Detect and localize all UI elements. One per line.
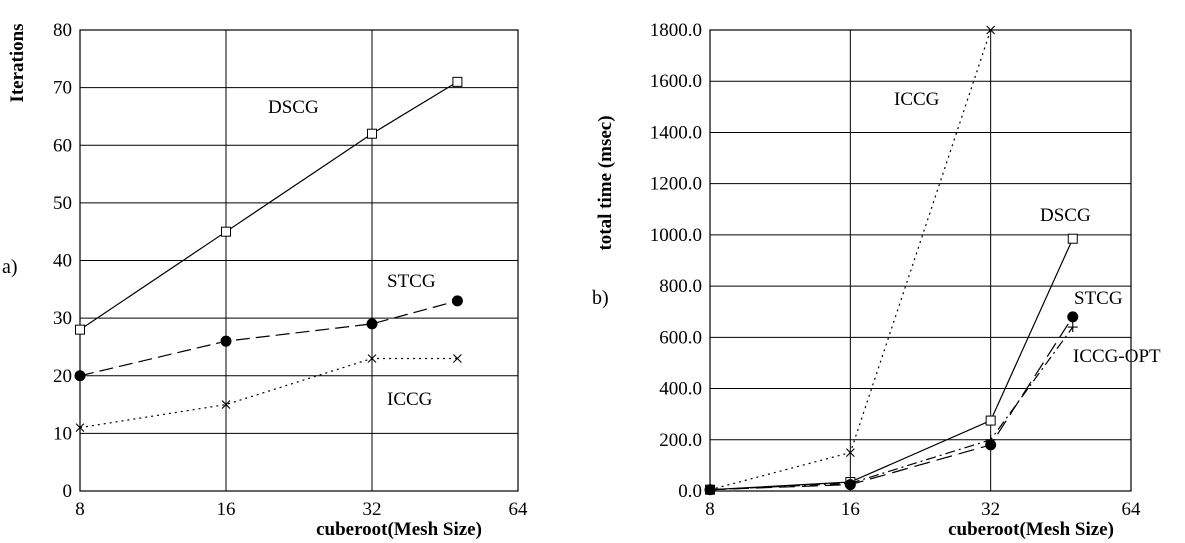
panel-b-label-dscg: DSCG (1040, 205, 1091, 226)
panel-b-x-axis-title: cuberoot(Mesh Size) (948, 519, 1114, 540)
panel-b-label-iccg: ICCG (894, 89, 940, 110)
point-marker (74, 370, 86, 382)
series-line-dscg (79, 81, 458, 331)
y-tick-label: 1000.0 (650, 225, 702, 246)
x-tick-label: 64 (509, 499, 529, 520)
panel-b-label: b) (592, 287, 609, 309)
x-tick-label: 16 (841, 499, 860, 520)
series-dscg (705, 233, 1078, 495)
panel-a-x-axis-title: cuberoot(Mesh Size) (316, 519, 482, 540)
series-stcg (74, 295, 463, 382)
series-line-iccg-opt (709, 326, 1074, 491)
y-tick-label: 40 (53, 251, 72, 272)
panel-b-x-tick-labels: 8 16 32 64 (705, 499, 1141, 520)
point-marker (220, 335, 232, 347)
panel-a-label: a) (2, 256, 18, 278)
panel-a-label-iccg: ICCG (387, 389, 433, 410)
y-tick-label: 0 (63, 481, 73, 502)
y-tick-label: 200.0 (659, 430, 702, 451)
plot-frame (79, 29, 519, 492)
point-marker (367, 128, 377, 139)
panel-a-y-axis-title: Iterations (7, 23, 28, 102)
y-tick-label: 60 (53, 135, 72, 156)
point-marker (221, 226, 231, 237)
point-marker (985, 434, 996, 445)
y-tick-label: 50 (53, 193, 72, 214)
x-tick-label: 8 (705, 499, 715, 520)
panel-b-y-tick-labels: 0.0 200.0 400.0 600.0 800.0 1000.0 1200.0 1400.… (650, 20, 702, 502)
y-tick-label: 1600.0 (650, 71, 702, 92)
panel-b-label-stcg: STCG (1074, 288, 1123, 309)
panel-a-grid (79, 29, 519, 492)
point-marker (453, 354, 462, 363)
y-tick-label: 1400.0 (650, 122, 702, 143)
y-tick-label: 0.0 (678, 481, 702, 502)
point-marker (451, 295, 463, 307)
series-line-stcg (79, 300, 458, 377)
point-marker (705, 484, 715, 495)
panel-b-grid (709, 29, 1132, 492)
x-tick-label: 8 (75, 499, 85, 520)
y-tick-label: 70 (53, 78, 72, 99)
series-line-stcg (709, 316, 1074, 491)
point-marker (985, 439, 997, 451)
point-marker (452, 76, 463, 87)
panel-a-label-dscg: DSCG (268, 97, 319, 118)
panel-a-series (74, 76, 463, 433)
point-marker (845, 478, 856, 489)
point-marker (1067, 322, 1078, 333)
panel-b-series (704, 25, 1079, 496)
panel-a-label-stcg: STCG (387, 271, 436, 292)
point-marker (367, 354, 377, 363)
point-marker (1067, 311, 1079, 323)
series-line-iccg (79, 357, 458, 429)
point-marker (1067, 233, 1078, 244)
series-iccg (75, 354, 462, 433)
y-tick-label: 80 (53, 20, 72, 41)
y-tick-label: 1200.0 (650, 174, 702, 195)
y-tick-label: 30 (53, 308, 72, 329)
y-tick-label: 800.0 (659, 276, 702, 297)
point-marker (75, 324, 85, 335)
point-marker (986, 25, 996, 35)
x-tick-label: 32 (981, 499, 1000, 520)
panel-b-y-axis-title: total time (msec) (595, 115, 616, 250)
y-tick-label: 600.0 (659, 327, 702, 348)
y-tick-label: 1800.0 (650, 20, 702, 41)
series-line-dscg (709, 238, 1074, 491)
point-marker (221, 400, 231, 409)
chart-panel-b: b) 0.0 200.0 400.0 600.0 800.0 1000.0 1200.0 14… (592, 20, 1161, 540)
point-marker (366, 318, 378, 330)
series-stcg (704, 311, 1079, 496)
y-tick-label: 20 (53, 366, 72, 387)
point-marker (75, 423, 85, 433)
y-tick-label: 400.0 (659, 379, 702, 400)
panel-a-x-tick-labels: 8 16 32 64 (75, 499, 528, 520)
plot-frame (709, 29, 1132, 492)
x-tick-label: 64 (1122, 499, 1142, 520)
point-marker (845, 448, 855, 457)
y-tick-label: 10 (53, 423, 72, 444)
series-dscg (75, 76, 463, 335)
x-tick-label: 32 (363, 499, 382, 520)
x-tick-label: 16 (217, 499, 236, 520)
panel-b-label-iccg-opt: ICCG-OPT (1073, 346, 1161, 367)
panel-a-y-tick-labels: 0 10 20 30 40 50 60 70 80 (53, 20, 72, 502)
series-iccg-opt (705, 322, 1078, 495)
point-marker (985, 415, 996, 426)
